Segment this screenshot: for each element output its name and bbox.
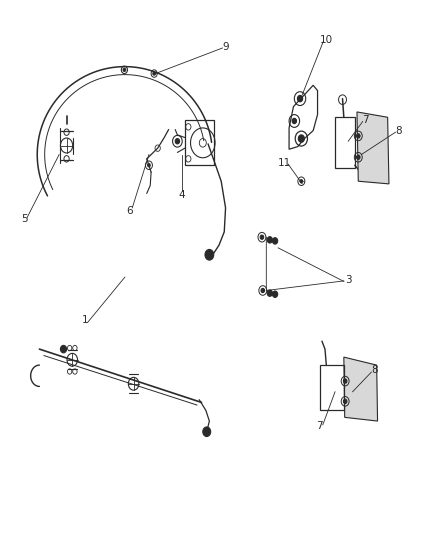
Circle shape: [292, 118, 297, 124]
Text: 5: 5: [21, 214, 28, 223]
Bar: [320, 365, 344, 410]
Circle shape: [357, 134, 360, 138]
Circle shape: [343, 379, 347, 383]
Circle shape: [272, 291, 278, 297]
Circle shape: [203, 427, 211, 437]
Circle shape: [297, 95, 303, 102]
Circle shape: [267, 237, 272, 243]
Text: 7: 7: [362, 115, 369, 125]
Circle shape: [300, 180, 303, 183]
Circle shape: [357, 155, 360, 159]
Text: 10: 10: [320, 35, 333, 45]
Circle shape: [153, 72, 155, 75]
Circle shape: [298, 135, 304, 142]
Polygon shape: [357, 112, 389, 184]
Text: 8: 8: [371, 366, 378, 375]
Circle shape: [261, 288, 265, 293]
Circle shape: [205, 249, 214, 260]
Circle shape: [343, 399, 347, 403]
Text: 4: 4: [178, 190, 185, 199]
Bar: [185, 120, 214, 165]
Polygon shape: [344, 357, 378, 421]
Circle shape: [148, 164, 150, 167]
Text: 7: 7: [316, 422, 323, 431]
Circle shape: [60, 345, 67, 353]
Text: 1: 1: [82, 315, 89, 325]
Circle shape: [123, 68, 126, 71]
Text: 11: 11: [278, 158, 291, 167]
Text: 8: 8: [395, 126, 402, 135]
Circle shape: [260, 235, 264, 239]
Circle shape: [272, 238, 278, 244]
Text: 6: 6: [126, 206, 133, 215]
Circle shape: [267, 290, 272, 296]
Text: 3: 3: [345, 275, 352, 285]
Text: 9: 9: [222, 42, 229, 52]
Circle shape: [175, 139, 180, 144]
Bar: [335, 117, 355, 168]
